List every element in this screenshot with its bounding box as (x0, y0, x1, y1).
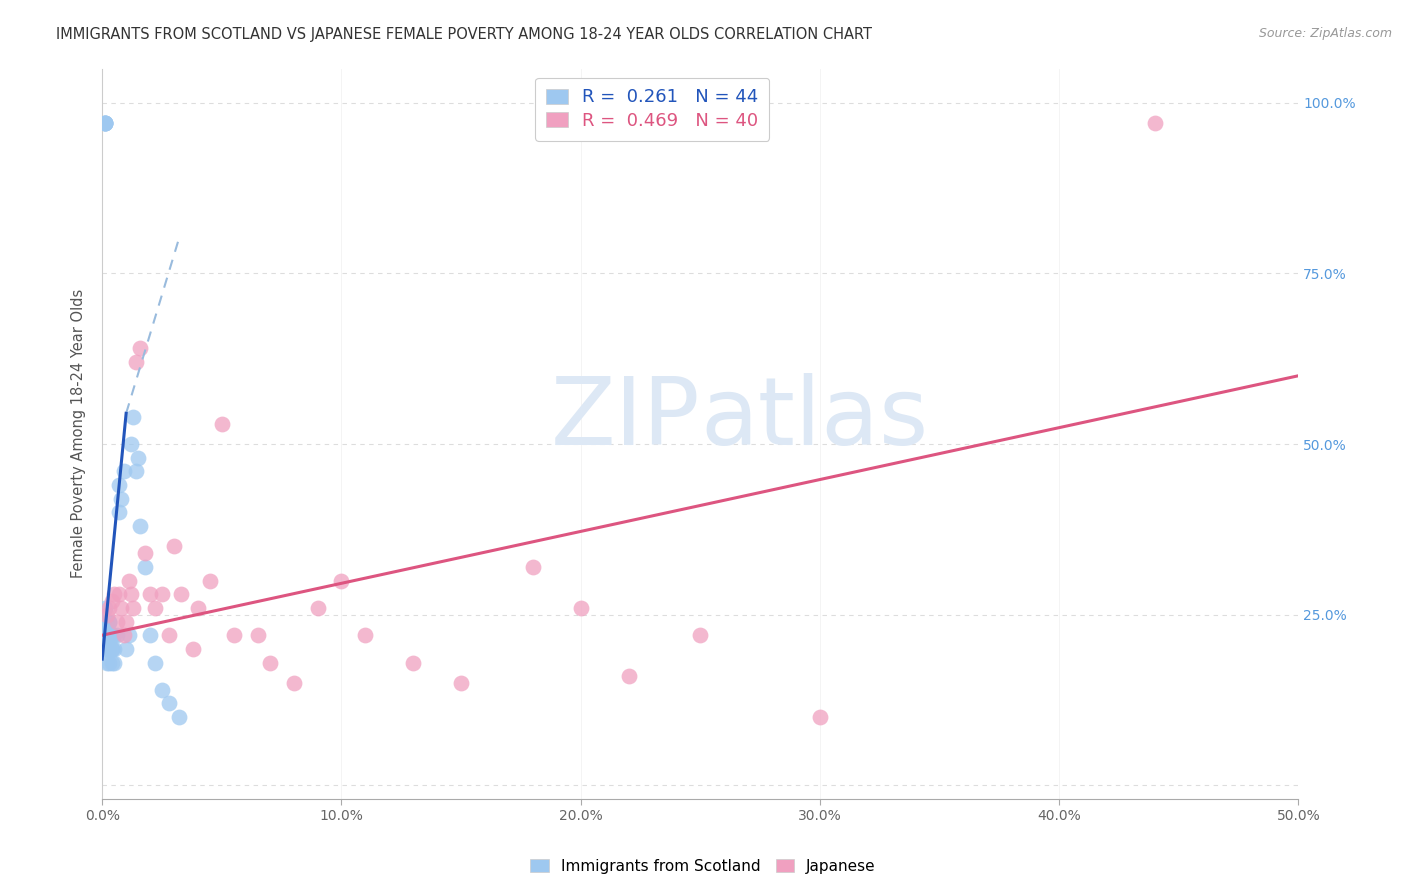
Point (98, 615, 121, 629)
Point (246, 628, 269, 642)
Point (93, 116, 115, 130)
Point (96, 641, 118, 656)
Point (112, 628, 135, 642)
Point (122, 409, 145, 424)
Point (103, 656, 125, 670)
Point (93, 116, 115, 130)
Point (157, 628, 180, 642)
Point (134, 560, 156, 574)
Legend: Immigrants from Scotland, Japanese: Immigrants from Scotland, Japanese (524, 853, 882, 880)
Point (93, 600, 115, 615)
Point (211, 417, 233, 431)
Point (117, 628, 139, 642)
Point (307, 600, 329, 615)
Point (98, 628, 121, 642)
Point (808, 710, 831, 724)
Point (689, 628, 711, 642)
Point (259, 656, 281, 670)
Point (98, 600, 121, 615)
Point (108, 587, 131, 601)
Point (129, 519, 152, 533)
Point (103, 587, 125, 601)
Point (163, 540, 186, 554)
Point (93, 641, 115, 656)
Point (125, 355, 148, 369)
Point (101, 628, 124, 642)
Point (222, 628, 245, 642)
Text: atlas: atlas (700, 373, 928, 466)
Point (93, 628, 115, 642)
Point (122, 600, 145, 615)
Point (402, 656, 425, 670)
Point (120, 587, 142, 601)
Text: Source: ZipAtlas.com: Source: ZipAtlas.com (1258, 27, 1392, 40)
Point (93, 116, 115, 130)
Point (522, 560, 544, 574)
Point (108, 505, 131, 519)
Point (143, 656, 166, 670)
Point (101, 594, 124, 608)
Point (150, 682, 173, 697)
Point (96, 656, 118, 670)
Point (96, 607, 118, 622)
Point (125, 464, 148, 478)
Point (96, 628, 118, 642)
Point (330, 574, 353, 588)
Point (103, 628, 125, 642)
Point (96, 615, 118, 629)
Point (134, 546, 156, 560)
Point (93, 116, 115, 130)
Point (110, 491, 132, 506)
Point (101, 656, 124, 670)
Point (450, 676, 472, 690)
Point (129, 342, 152, 356)
Point (1143, 116, 1166, 130)
Point (143, 600, 166, 615)
Point (181, 641, 204, 656)
Point (112, 464, 135, 478)
Point (115, 615, 138, 629)
Text: ZIP: ZIP (551, 373, 700, 466)
Point (283, 676, 305, 690)
Point (117, 574, 139, 588)
Point (569, 600, 592, 615)
Point (108, 478, 131, 492)
Point (170, 587, 193, 601)
Point (105, 628, 128, 642)
Point (157, 697, 180, 711)
Point (120, 437, 142, 451)
Point (101, 641, 124, 656)
Point (93, 116, 115, 130)
Point (93, 615, 115, 629)
Y-axis label: Female Poverty Among 18-24 Year Olds: Female Poverty Among 18-24 Year Olds (72, 289, 86, 578)
Legend: R =  0.261   N = 44, R =  0.469   N = 40: R = 0.261 N = 44, R = 0.469 N = 40 (536, 78, 769, 141)
Point (98, 615, 121, 629)
Text: IMMIGRANTS FROM SCOTLAND VS JAPANESE FEMALE POVERTY AMONG 18-24 YEAR OLDS CORREL: IMMIGRANTS FROM SCOTLAND VS JAPANESE FEM… (56, 27, 872, 42)
Point (110, 600, 132, 615)
Point (198, 574, 221, 588)
Point (105, 615, 128, 629)
Point (101, 641, 124, 656)
Point (354, 628, 377, 642)
Point (167, 710, 190, 724)
Point (187, 600, 209, 615)
Point (139, 628, 162, 642)
Point (98, 641, 121, 656)
Point (98, 656, 121, 670)
Point (139, 587, 162, 601)
Point (96, 628, 118, 642)
Point (150, 587, 173, 601)
Point (103, 641, 125, 656)
Point (115, 641, 138, 656)
Point (617, 669, 640, 683)
Point (127, 450, 149, 465)
